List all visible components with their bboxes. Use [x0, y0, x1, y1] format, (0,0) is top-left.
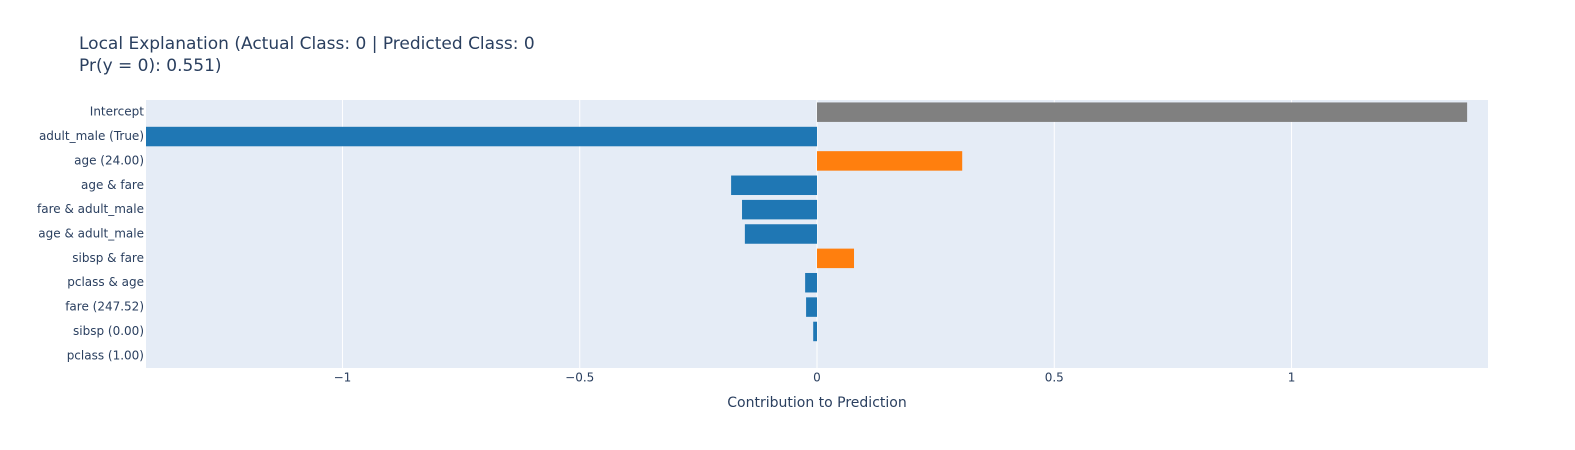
bar	[146, 126, 817, 147]
bar	[817, 151, 963, 171]
y-tick-label: sibsp (0.00)	[73, 324, 144, 338]
bar	[817, 248, 855, 269]
y-tick-label: pclass & age	[67, 275, 144, 289]
chart-title: Local Explanation (Actual Class: 0 | Pre…	[79, 34, 535, 54]
y-tick-label: age & fare	[81, 178, 144, 192]
bar	[744, 224, 817, 244]
x-tick-label: 0.5	[1045, 371, 1064, 385]
y-tick-label: age (24.00)	[74, 153, 144, 167]
bar	[813, 321, 817, 342]
bar	[742, 199, 817, 220]
y-tick-label: age & adult_male	[38, 227, 144, 241]
chart-subtitle: Pr(y = 0): 0.551)	[79, 56, 222, 76]
y-tick-label: Intercept	[90, 105, 145, 119]
bar	[731, 175, 817, 196]
bar	[805, 272, 817, 293]
y-tick-label: sibsp & fare	[72, 251, 144, 265]
x-tick-label: 0	[813, 371, 821, 385]
y-tick-label: adult_male (True)	[39, 129, 144, 143]
x-axis-label: Contribution to Prediction	[727, 395, 906, 411]
x-tick-label: −1	[334, 371, 352, 385]
x-tick-label: 1	[1288, 371, 1296, 385]
bar	[806, 297, 817, 317]
y-tick-label: fare (247.52)	[65, 300, 144, 314]
y-tick-label: pclass (1.00)	[67, 348, 144, 362]
y-tick-label: fare & adult_male	[37, 202, 144, 216]
bar	[817, 102, 1468, 122]
x-tick-label: −0.5	[565, 371, 594, 385]
